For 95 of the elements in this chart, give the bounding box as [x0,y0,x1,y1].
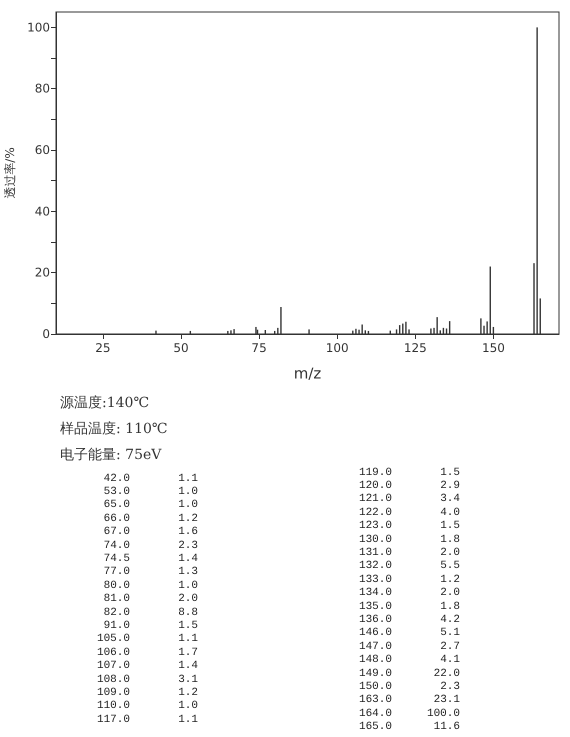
text: 74.5 [102,552,130,566]
text: 91.0 [102,619,130,633]
x-tick-label: 75 [251,341,267,355]
text: 源温度:140℃ [60,394,150,413]
text: 122.0 [358,506,392,520]
text: 146.0 [358,626,392,640]
text: 110.0 [96,700,130,714]
text: 123.0 [358,520,392,533]
text: 1.3 [177,566,198,580]
text: 11.6 [432,720,460,734]
y-tick-label: 0 [42,327,50,341]
text: 1.8 [439,532,460,546]
text: 81.0 [102,592,130,606]
text: 147.0 [358,640,392,654]
x-axis-title: m/z [294,364,322,382]
y-tick-label: 80 [34,82,50,96]
text: 1.1 [177,713,198,726]
text: 样品温度: 110℃ [60,420,168,439]
text: 53.0 [102,485,130,499]
text: 1.1 [177,632,198,646]
text: 8.8 [177,606,198,620]
text: 1.4 [177,659,198,673]
y-tick-label: 20 [34,266,50,280]
text: 163.0 [358,694,392,708]
text: 1.4 [177,552,198,566]
text: 1.2 [439,573,460,587]
text: 3.4 [439,492,460,506]
text: 42.0 [102,472,130,486]
text: 1.1 [177,472,198,486]
text: 5.1 [439,626,460,640]
text: 1.8 [439,600,460,614]
text: 100.0 [426,707,460,720]
text: 22.0 [432,666,460,680]
text: 23.1 [432,694,460,708]
y-axis-title: 透过率/% [3,147,18,199]
text: 131.0 [358,546,392,560]
text: 107.0 [96,659,130,673]
x-tick-label: 125 [404,341,427,355]
text: 109.0 [96,686,130,700]
text: 1.0 [177,498,198,512]
text: 80.0 [102,579,130,593]
text: 1.7 [177,646,198,660]
text: 148.0 [358,653,392,667]
text: 132.0 [358,560,392,574]
text: 65.0 [102,498,130,512]
text: 121.0 [358,492,392,506]
text: 106.0 [96,646,130,660]
text: 1.0 [177,579,198,593]
text: 4.2 [439,613,460,627]
text: 4.1 [439,653,460,667]
text: 5.5 [439,560,460,574]
text: 130.0 [358,532,392,546]
text: 108.0 [96,672,130,686]
text: 1.0 [177,700,198,714]
text: 2.9 [439,479,460,493]
text: 77.0 [102,566,130,580]
text: 2.0 [439,546,460,560]
text: 1.0 [177,485,198,499]
text: 66.0 [102,512,130,526]
x-tick-label: 150 [482,341,505,355]
text: 119.0 [358,466,392,480]
text: 4.0 [439,506,460,520]
text: 67.0 [102,526,130,539]
text: 165.0 [358,720,392,734]
text: 150.0 [358,680,392,694]
x-tick-label: 25 [95,341,111,355]
text: 2.7 [439,640,460,654]
text: 149.0 [358,666,392,680]
text: 电子能量: 75eV [60,446,162,465]
text: 120.0 [358,479,392,493]
x-tick-label: 50 [173,341,189,355]
text: 1.6 [177,526,198,539]
text: 1.2 [177,686,198,700]
text: 2.3 [439,680,460,694]
text: 105.0 [96,632,130,646]
x-tick-label: 100 [326,341,349,355]
text: 164.0 [358,707,392,720]
text: 1.5 [439,520,460,533]
text: 134.0 [358,586,392,600]
text: 1.5 [439,466,460,480]
text: 2.3 [177,538,198,552]
text: 136.0 [358,613,392,627]
text: 3.1 [177,672,198,686]
text: 117.0 [96,713,130,726]
y-tick-label: 40 [34,204,50,218]
y-tick-label: 60 [34,143,50,157]
y-tick-label: 100 [27,20,50,34]
text: 1.5 [177,619,198,633]
text: 82.0 [102,606,130,620]
text: 135.0 [358,600,392,614]
text: 2.0 [439,586,460,600]
text: 74.0 [102,538,130,552]
text: 133.0 [358,573,392,587]
text: 2.0 [177,592,198,606]
text: 1.2 [177,512,198,526]
